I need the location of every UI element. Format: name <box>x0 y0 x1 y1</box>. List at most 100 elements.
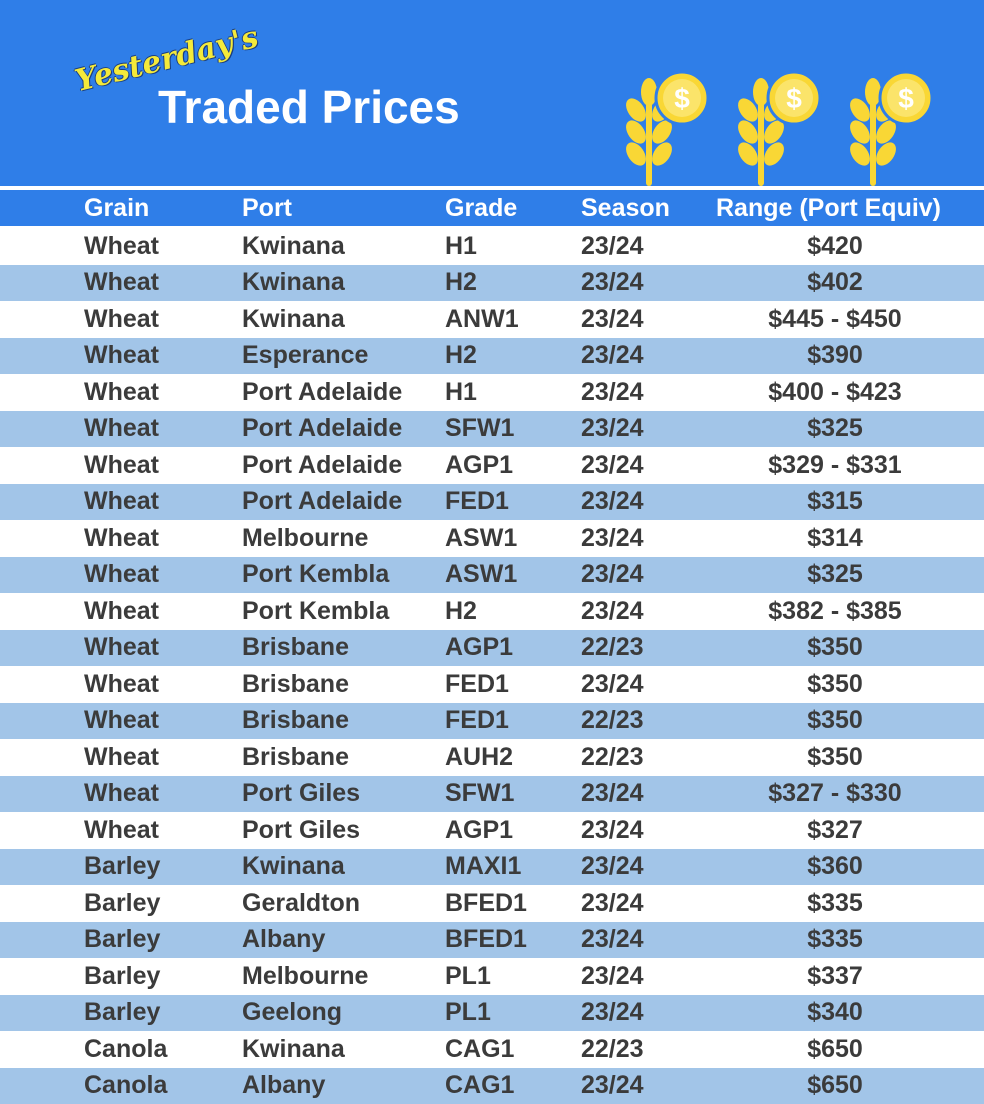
cell-grade: H2 <box>445 593 477 630</box>
cell-port: Port Adelaide <box>242 447 402 484</box>
cell-grain: Wheat <box>84 630 159 667</box>
cell-grain: Barley <box>84 885 160 922</box>
title-banner: Yesterday's Traded Prices <box>0 0 984 188</box>
cell-range: $325 <box>716 411 954 448</box>
cell-grain: Wheat <box>84 812 159 849</box>
cell-grain: Wheat <box>84 265 159 302</box>
cell-grade: PL1 <box>445 995 491 1032</box>
cell-grade: CAG1 <box>445 1068 514 1104</box>
cell-grain: Wheat <box>84 666 159 703</box>
cell-grain: Wheat <box>84 593 159 630</box>
cell-range: $402 <box>716 265 954 302</box>
cell-season: 23/24 <box>581 593 644 630</box>
cell-range: $337 <box>716 958 954 995</box>
wheat-coin-icon <box>836 68 936 188</box>
cell-range: $350 <box>716 739 954 776</box>
cell-season: 22/23 <box>581 1031 644 1068</box>
cell-port: Port Giles <box>242 776 360 813</box>
cell-season: 22/23 <box>581 739 644 776</box>
cell-port: Geelong <box>242 995 342 1032</box>
cell-range: $650 <box>716 1068 954 1104</box>
cell-grade: AGP1 <box>445 447 513 484</box>
cell-grain: Wheat <box>84 228 159 265</box>
cell-port: Kwinana <box>242 228 345 265</box>
cell-range: $315 <box>716 484 954 521</box>
cell-grade: SFW1 <box>445 411 514 448</box>
cell-range: $350 <box>716 703 954 740</box>
cell-port: Melbourne <box>242 520 368 557</box>
cell-grain: Wheat <box>84 739 159 776</box>
cell-grade: H1 <box>445 228 477 265</box>
cell-grain: Wheat <box>84 301 159 338</box>
cell-port: Port Giles <box>242 812 360 849</box>
cell-season: 23/24 <box>581 374 644 411</box>
page-title: Traded Prices <box>158 80 460 134</box>
cell-port: Kwinana <box>242 301 345 338</box>
cell-season: 23/24 <box>581 849 644 886</box>
cell-range: $329 - $331 <box>716 447 954 484</box>
cell-season: 22/23 <box>581 703 644 740</box>
cell-range: $400 - $423 <box>716 374 954 411</box>
cell-grade: ASW1 <box>445 520 517 557</box>
cell-range: $325 <box>716 557 954 594</box>
cell-port: Kwinana <box>242 265 345 302</box>
cell-grain: Barley <box>84 922 160 959</box>
cell-season: 23/24 <box>581 995 644 1032</box>
cell-grade: FED1 <box>445 484 509 521</box>
cell-grain: Wheat <box>84 338 159 375</box>
cell-grain: Barley <box>84 849 160 886</box>
cell-range: $350 <box>716 630 954 667</box>
cell-grain: Wheat <box>84 374 159 411</box>
cell-range: $382 - $385 <box>716 593 954 630</box>
cell-grain: Wheat <box>84 447 159 484</box>
cell-port: Port Adelaide <box>242 374 402 411</box>
wheat-coin-icon <box>612 68 712 188</box>
cell-port: Port Kembla <box>242 557 389 594</box>
cell-range: $340 <box>716 995 954 1032</box>
cell-grain: Barley <box>84 958 160 995</box>
cell-season: 23/24 <box>581 228 644 265</box>
cell-port: Albany <box>242 922 325 959</box>
cell-season: 23/24 <box>581 958 644 995</box>
cell-grain: Wheat <box>84 520 159 557</box>
cell-season: 23/24 <box>581 922 644 959</box>
cell-grain: Canola <box>84 1031 167 1068</box>
cell-season: 23/24 <box>581 338 644 375</box>
cell-grade: BFED1 <box>445 885 527 922</box>
header-range: Range (Port Equiv) <box>716 190 954 226</box>
cell-grade: FED1 <box>445 666 509 703</box>
cell-port: Port Adelaide <box>242 484 402 521</box>
cell-range: $335 <box>716 885 954 922</box>
cell-season: 23/24 <box>581 484 644 521</box>
cell-season: 23/24 <box>581 776 644 813</box>
cell-grain: Canola <box>84 1068 167 1104</box>
table-header: Grain Port Grade Season Range (Port Equi… <box>0 190 984 226</box>
cell-range: $420 <box>716 228 954 265</box>
cell-grain: Wheat <box>84 484 159 521</box>
cell-season: 22/23 <box>581 630 644 667</box>
cell-range: $314 <box>716 520 954 557</box>
cell-grade: FED1 <box>445 703 509 740</box>
cell-port: Brisbane <box>242 666 349 703</box>
cell-grade: AGP1 <box>445 812 513 849</box>
cell-range: $335 <box>716 922 954 959</box>
cell-season: 23/24 <box>581 666 644 703</box>
table-body: Wheat Kwinana H1 23/24 $420 Wheat Kwinana H2 23/… <box>0 228 984 1104</box>
